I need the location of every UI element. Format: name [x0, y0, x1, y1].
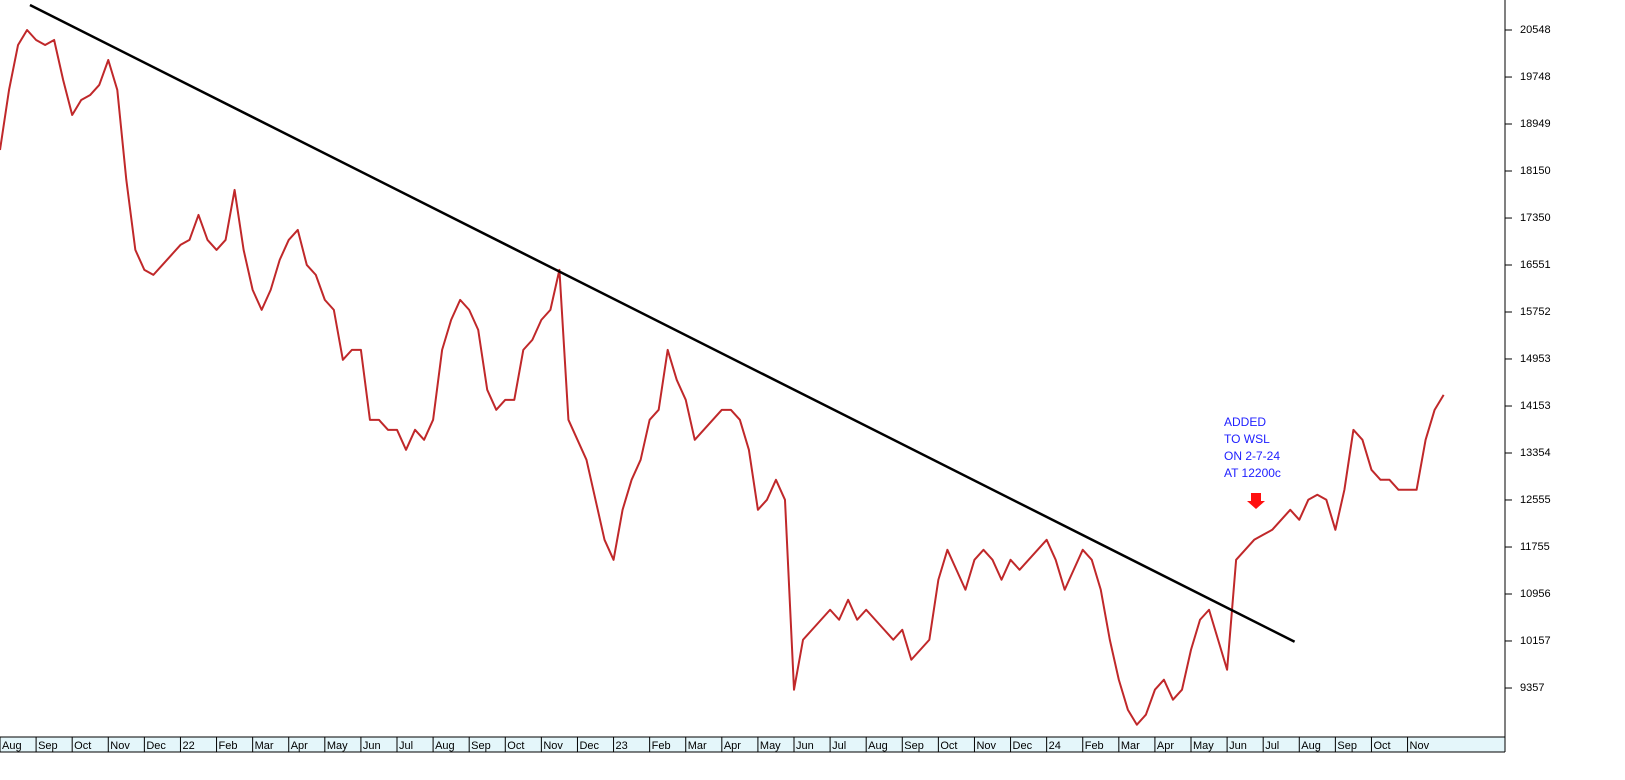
- x-tick-label: Dec: [579, 740, 599, 752]
- x-tick-label: Sep: [471, 740, 491, 752]
- y-tick-label: 14953: [1520, 353, 1551, 365]
- x-tick-label: Oct: [507, 740, 524, 752]
- annotation: ON 2-7-24: [1224, 449, 1280, 463]
- x-tick-label: Jun: [796, 740, 814, 752]
- x-tick-label: Apr: [724, 740, 741, 752]
- trendline: [29, 3, 1296, 643]
- x-tick-label: Oct: [940, 740, 957, 752]
- x-tick-label: Oct: [74, 740, 91, 752]
- annotation: TO WSL: [1224, 432, 1270, 446]
- y-tick-label: 18949: [1520, 118, 1551, 130]
- x-tick-label: Sep: [38, 740, 58, 752]
- y-tick-label: 9357: [1520, 682, 1544, 694]
- x-tick-label: Sep: [1337, 740, 1357, 752]
- x-tick-label: Nov: [543, 740, 563, 752]
- x-tick-label: Jul: [1265, 740, 1279, 752]
- y-tick-label: 13354: [1520, 447, 1551, 459]
- y-tick-label: 18150: [1520, 165, 1551, 177]
- x-tick-label: Nov: [1410, 740, 1430, 752]
- x-tick-label: Apr: [291, 740, 308, 752]
- x-tick-label: Aug: [2, 740, 22, 752]
- x-tick-label: Aug: [868, 740, 888, 752]
- x-tick-label: 23: [616, 740, 628, 752]
- x-tick-label: Mar: [1121, 740, 1140, 752]
- x-tick-label: Aug: [1301, 740, 1321, 752]
- x-tick-label: Feb: [652, 740, 671, 752]
- x-tick-label: Dec: [1013, 740, 1033, 752]
- y-tick-label: 10956: [1520, 588, 1551, 600]
- y-tick-label: 19748: [1520, 71, 1551, 83]
- annotation: AT 12200c: [1224, 466, 1281, 480]
- x-tick-label: Jun: [363, 740, 381, 752]
- x-tick-label: Oct: [1373, 740, 1390, 752]
- y-tick-label: 15752: [1520, 306, 1551, 318]
- x-tick-label: Mar: [255, 740, 274, 752]
- y-tick-label: 17350: [1520, 212, 1551, 224]
- x-tick-label: Jun: [1229, 740, 1247, 752]
- x-tick-label: Dec: [146, 740, 166, 752]
- y-tick-label: 10157: [1520, 635, 1551, 647]
- x-tick-label: Sep: [904, 740, 924, 752]
- x-tick-label: Apr: [1157, 740, 1174, 752]
- x-axis-band: [0, 737, 1505, 752]
- x-tick-label: Nov: [976, 740, 996, 752]
- x-tick-label: May: [327, 740, 348, 752]
- x-tick-label: Jul: [832, 740, 846, 752]
- x-tick-label: Feb: [219, 740, 238, 752]
- y-tick-label: 12555: [1520, 494, 1551, 506]
- y-tick-label: 11755: [1520, 541, 1550, 553]
- x-tick-label: 24: [1049, 740, 1061, 752]
- x-tick-label: 22: [182, 740, 194, 752]
- y-tick-label: 16551: [1520, 259, 1551, 271]
- x-tick-label: Feb: [1085, 740, 1104, 752]
- x-tick-label: Jul: [399, 740, 413, 752]
- arrow: [1247, 493, 1265, 509]
- y-tick-label: 14153: [1520, 400, 1551, 412]
- x-tick-label: May: [1193, 740, 1214, 752]
- y-tick-label: 20548: [1520, 24, 1551, 36]
- x-tick-label: Mar: [688, 740, 707, 752]
- x-tick-label: May: [760, 740, 781, 752]
- x-tick-label: Aug: [435, 740, 455, 752]
- annotation: ADDED: [1224, 415, 1266, 429]
- x-tick-label: Nov: [110, 740, 130, 752]
- price-line: [0, 28, 1445, 726]
